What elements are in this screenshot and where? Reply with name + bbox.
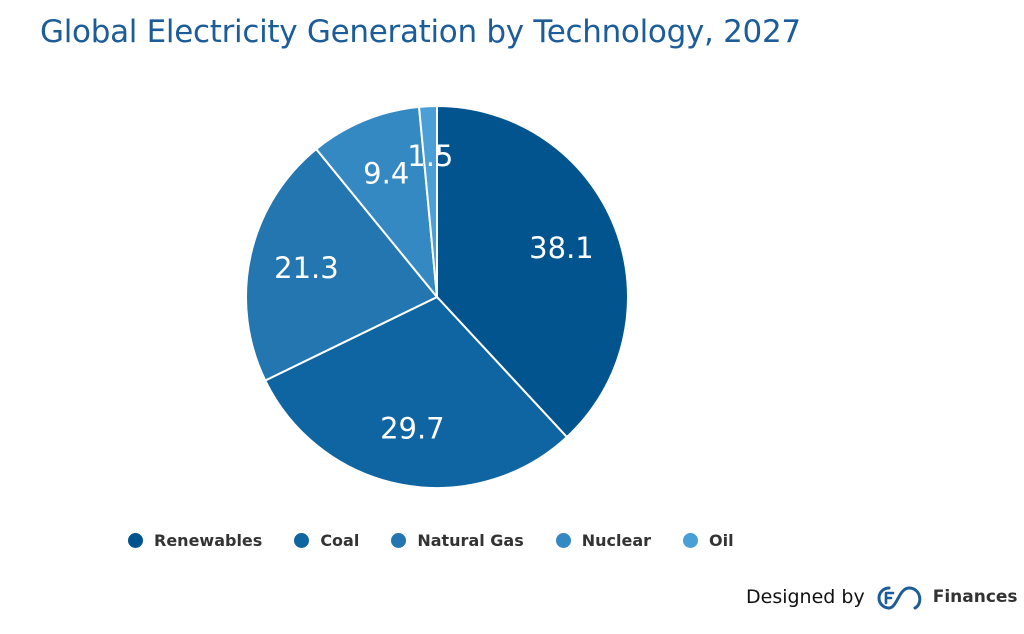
pie-slice-nuclear	[314, 105, 439, 301]
pie-data-labels: 38.1 29.7 21.3 9.41.5	[274, 139, 594, 446]
data-label-coal: 29.7	[380, 411, 445, 445]
brand-name: Finances	[932, 587, 1018, 607]
legend-label: Natural Gas	[417, 531, 524, 550]
legend-marker	[391, 533, 407, 548]
legend-item-oil: Oil	[683, 531, 734, 550]
legend-label: Nuclear	[581, 531, 652, 550]
data-label-oil: 1.5	[407, 139, 453, 173]
chart-title: Global Electricity Generation by Technol…	[40, 14, 801, 50]
legend-label: Renewables	[154, 531, 263, 550]
designed-by-text: Designed by	[746, 586, 865, 608]
pie-chart: 38.1 29.7 21.3 9.41.5	[245, 104, 629, 489]
legend-item-coal: Coal	[294, 531, 359, 550]
pie-slice-oil	[417, 104, 438, 298]
data-label-natural-gas: 21.3	[274, 251, 339, 285]
legend: Renewables Coal Natural Gas Nuclear Oil	[128, 531, 766, 550]
pie-slice-renewables	[436, 104, 629, 439]
legend-marker	[128, 533, 143, 548]
legend-marker	[555, 533, 571, 548]
pie-slices	[245, 104, 629, 489]
legend-item-nuclear: Nuclear	[555, 531, 652, 550]
legend-label: Coal	[320, 531, 360, 550]
data-label-nuclear: 9.4	[363, 156, 409, 190]
legend-item-renewables: Renewables	[128, 531, 262, 550]
pie-slice-natural-gas	[245, 147, 439, 382]
legend-marker	[294, 533, 310, 548]
data-label-renewables: 38.1	[529, 231, 594, 265]
legend-item-natural-gas: Natural Gas	[391, 531, 524, 550]
credit: Designed by Finances	[746, 582, 1018, 612]
legend-marker	[683, 533, 699, 548]
legend-label: Oil	[709, 531, 734, 550]
finances-logo-icon	[877, 586, 921, 610]
